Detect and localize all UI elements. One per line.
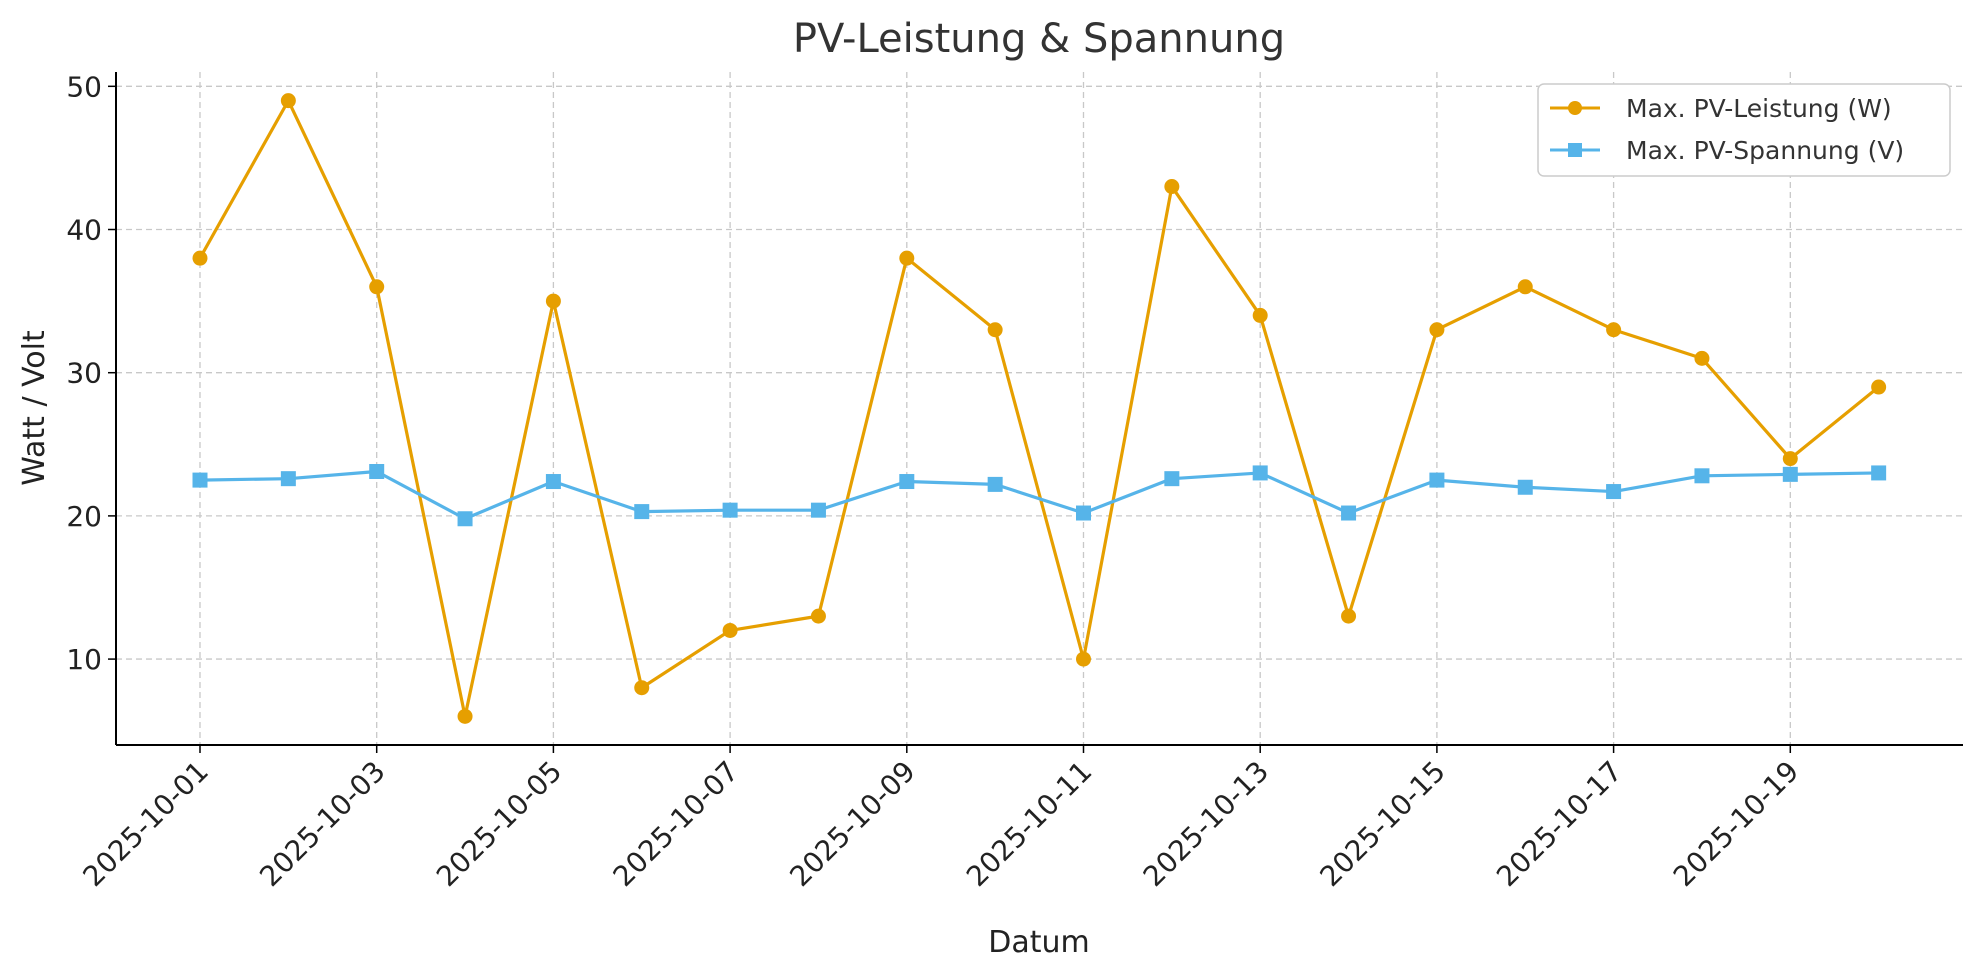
data-point-square [811, 503, 826, 518]
x-tick-label: 2025-10-05 [430, 755, 568, 893]
series-0 [193, 93, 1887, 724]
series-line-0 [200, 101, 1879, 717]
legend-marker-leistung [1568, 101, 1582, 115]
data-point-square [1518, 480, 1533, 495]
legend: Max. PV-Leistung (W) Max. PV-Spannung (V… [1538, 84, 1950, 176]
legend-label-spannung: Max. PV-Spannung (V) [1626, 136, 1904, 165]
data-point-square [1871, 465, 1886, 480]
data-point-circle [811, 609, 826, 624]
data-point-square [634, 504, 649, 519]
data-point-circle [1871, 380, 1886, 395]
data-point-square [988, 477, 1003, 492]
y-tick-label: 40 [66, 214, 102, 247]
data-point-square [193, 473, 208, 488]
data-point-circle [988, 322, 1003, 337]
data-point-square [1341, 506, 1356, 521]
legend-marker-spannung [1568, 143, 1582, 157]
data-point-circle [723, 623, 738, 638]
data-point-square [723, 503, 738, 518]
x-axis-label: Datum [988, 925, 1089, 960]
data-point-square [1253, 465, 1268, 480]
axes-layer: 2025-10-01 2025-10-03 2025-10-05 2025-10-07… [66, 70, 1963, 893]
x-tick-label: 2025-10-11 [960, 755, 1098, 893]
data-point-circle [899, 251, 914, 266]
data-point-square [899, 474, 914, 489]
x-tick-label: 2025-10-01 [77, 755, 215, 893]
data-point-square [1076, 506, 1091, 521]
y-tick-label: 50 [66, 70, 102, 103]
x-tick-label: 2025-10-07 [607, 755, 745, 893]
data-point-square [458, 511, 473, 526]
data-point-circle [1606, 322, 1621, 337]
x-tick-label: 2025-10-13 [1137, 755, 1275, 893]
data-point-square [1164, 471, 1179, 486]
y-tick-label: 20 [66, 500, 102, 533]
chart-title: PV-Leistung & Spannung [793, 16, 1285, 62]
chart-canvas: PV-Leistung & Spannung 2025-10-01 2025-10… [0, 0, 1979, 980]
data-point-circle [193, 251, 208, 266]
data-point-square [281, 471, 296, 486]
data-point-circle [1164, 179, 1179, 194]
data-point-square [1694, 468, 1709, 483]
y-tick-label: 30 [66, 357, 102, 390]
data-point-square [546, 474, 561, 489]
x-tick-label: 2025-10-09 [783, 755, 921, 893]
x-tick-label: 2025-10-15 [1313, 755, 1451, 893]
data-point-square [1606, 484, 1621, 499]
data-point-circle [369, 279, 384, 294]
data-point-square [1429, 473, 1444, 488]
data-point-circle [1694, 351, 1709, 366]
series-layer [193, 93, 1887, 724]
data-point-circle [281, 93, 296, 108]
data-point-circle [1518, 279, 1533, 294]
x-tick-label: 2025-10-17 [1490, 755, 1628, 893]
data-point-circle [1783, 451, 1798, 466]
data-point-circle [1341, 609, 1356, 624]
x-tick-label: 2025-10-03 [253, 755, 391, 893]
data-point-square [1783, 467, 1798, 482]
data-point-circle [458, 709, 473, 724]
y-tick-label: 10 [66, 643, 102, 676]
x-tick-label: 2025-10-19 [1667, 755, 1805, 893]
legend-label-leistung: Max. PV-Leistung (W) [1626, 94, 1892, 123]
data-point-circle [1253, 308, 1268, 323]
data-point-circle [1429, 322, 1444, 337]
data-point-circle [546, 294, 561, 309]
data-point-square [369, 464, 384, 479]
data-point-circle [634, 680, 649, 695]
y-axis-label: Watt / Volt [17, 330, 52, 486]
data-point-circle [1076, 652, 1091, 667]
